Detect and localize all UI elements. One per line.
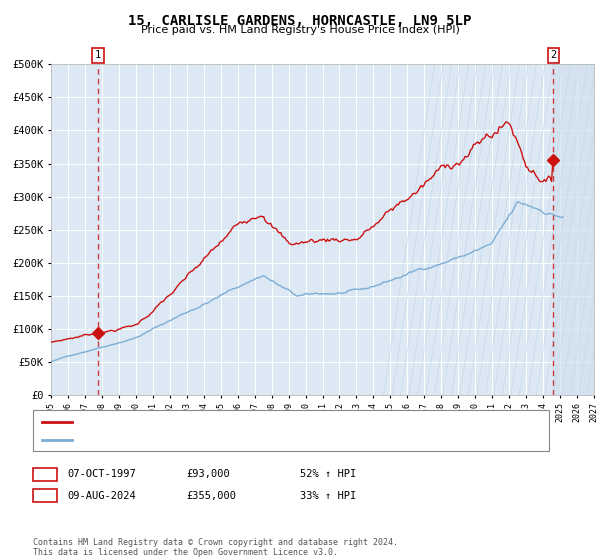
Text: Price paid vs. HM Land Registry's House Price Index (HPI): Price paid vs. HM Land Registry's House …: [140, 25, 460, 35]
Text: HPI: Average price, detached house, East Lindsey: HPI: Average price, detached house, East…: [78, 435, 360, 445]
Bar: [553, 64, 594, 395]
Text: 52% ↑ HPI: 52% ↑ HPI: [300, 469, 356, 479]
Text: 15, CARLISLE GARDENS, HORNCASTLE, LN9 5LP (detached house): 15, CARLISLE GARDENS, HORNCASTLE, LN9 5L…: [78, 417, 419, 427]
Text: 2: 2: [550, 50, 556, 60]
Text: 15, CARLISLE GARDENS, HORNCASTLE, LN9 5LP: 15, CARLISLE GARDENS, HORNCASTLE, LN9 5L…: [128, 14, 472, 28]
Text: £93,000: £93,000: [186, 469, 230, 479]
Text: Contains HM Land Registry data © Crown copyright and database right 2024.
This d: Contains HM Land Registry data © Crown c…: [33, 538, 398, 557]
Text: 1: 1: [41, 469, 49, 479]
Text: 1: 1: [95, 50, 101, 60]
Text: 33% ↑ HPI: 33% ↑ HPI: [300, 491, 356, 501]
Text: 07-OCT-1997: 07-OCT-1997: [67, 469, 136, 479]
Bar: [553, 64, 594, 395]
Text: 09-AUG-2024: 09-AUG-2024: [67, 491, 136, 501]
Text: 2: 2: [41, 491, 49, 501]
Text: £355,000: £355,000: [186, 491, 236, 501]
